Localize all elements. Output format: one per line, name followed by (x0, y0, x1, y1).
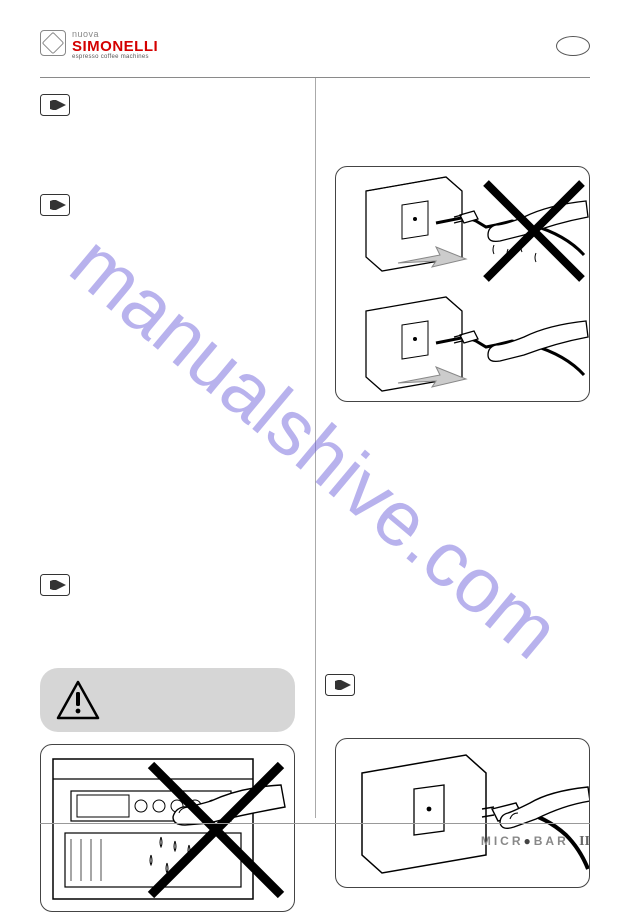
caution-box (40, 668, 295, 732)
note-item (40, 574, 70, 596)
brand-logo: nuova SIMONELLI espresso coffee machines (40, 30, 158, 60)
warning-triangle-icon (56, 680, 100, 720)
left-column (40, 78, 315, 818)
content (40, 78, 590, 818)
figure-plug-single (335, 738, 590, 888)
pointing-hand-icon (325, 674, 355, 696)
note-item (40, 94, 70, 116)
figure-plug-double (335, 166, 590, 402)
pointing-hand-icon (40, 574, 70, 596)
brand-name: SIMONELLI (72, 39, 158, 54)
note-item (325, 674, 355, 696)
brand-sub: espresso coffee machines (72, 54, 158, 60)
footer: MICR●BAR II (40, 823, 590, 850)
note-item (40, 194, 70, 216)
language-badge (556, 36, 590, 56)
product-name: MICR●BAR II (481, 834, 590, 850)
logo-mark-icon (40, 30, 66, 56)
page: nuova SIMONELLI espresso coffee machines (40, 30, 590, 850)
pointing-hand-icon (40, 94, 70, 116)
plug-single-illustration (336, 739, 590, 888)
right-column (315, 78, 590, 818)
pointing-hand-icon (40, 194, 70, 216)
header: nuova SIMONELLI espresso coffee machines (40, 30, 590, 78)
plug-double-illustration (336, 167, 590, 402)
brand-text: nuova SIMONELLI espresso coffee machines (72, 30, 158, 60)
